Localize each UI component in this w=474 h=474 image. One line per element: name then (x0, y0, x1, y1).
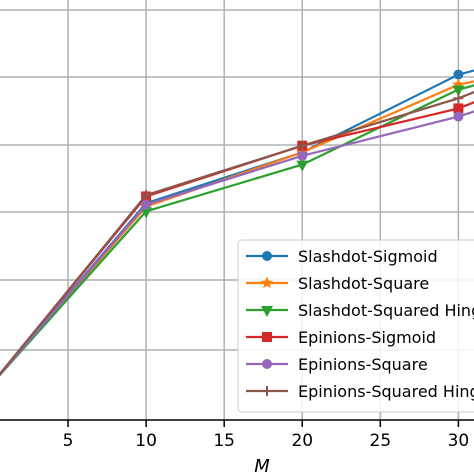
legend-label: Slashdot-Square (298, 274, 429, 293)
legend-label: Slashdot-Squared Hinge (298, 301, 474, 320)
data-point (141, 199, 152, 210)
x-axis-title: M (254, 456, 270, 474)
series-epinions-squared-hinge (0, 91, 474, 376)
data-point (140, 207, 153, 219)
series-lines (0, 69, 474, 377)
x-tick-label: 15 (213, 431, 235, 451)
legend-box (237, 239, 474, 413)
x-tick-label: 30 (448, 431, 470, 451)
tick-labels: 5 10 15 20 25 30 (63, 431, 470, 451)
legend-marker (262, 359, 272, 369)
legend-marker (262, 251, 272, 261)
data-point (453, 69, 464, 80)
legend-label: Epinions-Square (298, 355, 428, 374)
legend-item: Slashdot-Square (246, 274, 429, 293)
data-point (297, 150, 308, 161)
x-tick-label: 20 (291, 431, 313, 451)
legend: Slashdot-Sigmoid Slashdot-Square Slashdot-… (237, 239, 474, 413)
legend-label: Slashdot-Sigmoid (298, 247, 438, 266)
data-point (453, 111, 464, 122)
legend-label: Epinions-Squared Hinge (298, 382, 474, 401)
legend-marker (262, 332, 272, 342)
x-tick-label: 10 (135, 431, 157, 451)
legend-label: Epinions-Sigmoid (298, 328, 436, 347)
legend-item: Slashdot-Sigmoid (246, 247, 438, 266)
legend-marker (260, 276, 274, 289)
x-tick-label: 5 (63, 431, 74, 451)
series-slashdot-squared-hinge (0, 84, 474, 377)
data-point (296, 160, 309, 172)
data-point (452, 85, 465, 97)
legend-item: Epinions-Sigmoid (246, 328, 436, 347)
legend-item: Slashdot-Squared Hinge (246, 301, 474, 320)
axes (0, 419, 474, 427)
data-point (453, 103, 464, 114)
legend-marker (261, 306, 273, 317)
legend-item: Epinions-Squared Hinge (246, 382, 474, 401)
legend-item: Epinions-Square (246, 355, 428, 374)
series-epinions-square (0, 110, 474, 377)
x-tick-label: 25 (370, 431, 392, 451)
